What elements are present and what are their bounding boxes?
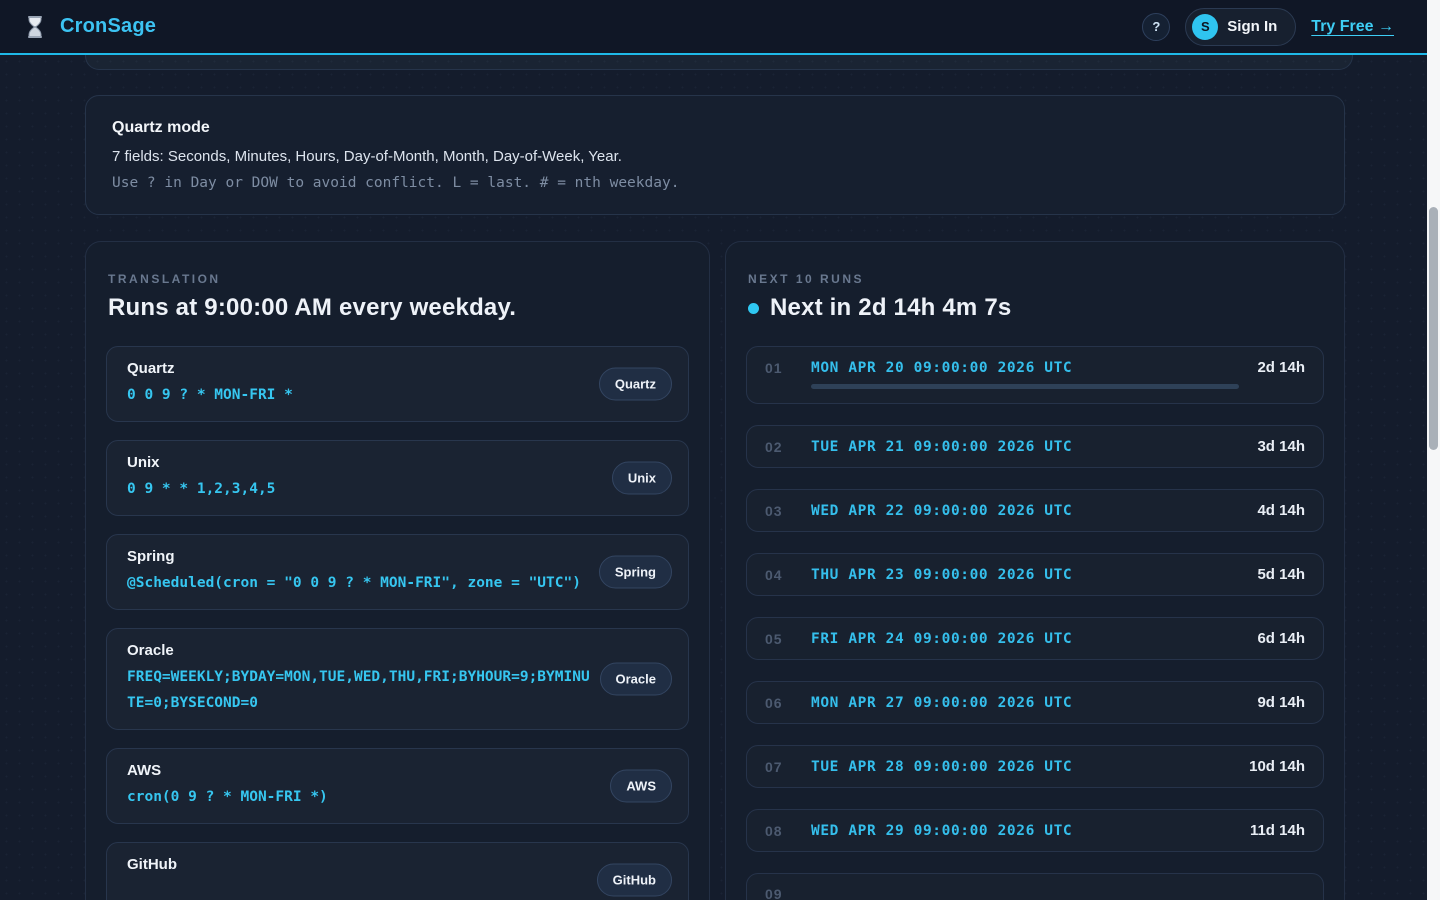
format-badge-button[interactable]: GitHub [596, 863, 672, 896]
next-runs-headline: Next in 2d 14h 4m 7s [748, 294, 1324, 322]
run-index: 05 [765, 630, 783, 647]
format-card: Quartz 0 0 9 ? * MON-FRI * Quartz [106, 346, 689, 422]
format-expression: 0 0 9 ? * MON-FRI * [127, 387, 293, 403]
run-datetime: THU APR 23 09:00:00 2026 UTC [811, 566, 1073, 583]
note-title: Quartz mode [112, 119, 210, 136]
format-name: GitHub [127, 856, 177, 873]
run-countdown: 11d 14h [1249, 822, 1305, 839]
translation-headline-text: Runs at 9:00:00 AM every weekday. [108, 294, 517, 321]
run-countdown: 6d 14h [1257, 630, 1305, 647]
nav-actions: ? S Sign In Try Free → [1142, 7, 1394, 46]
run-index: 02 [765, 438, 783, 455]
next-runs-label: NEXT 10 RUNS [748, 272, 865, 286]
format-card: GitHub GitHub [106, 842, 689, 900]
brand[interactable]: CronSage [22, 14, 156, 40]
scrollbar-thumb[interactable] [1429, 207, 1438, 450]
run-list: 01 MON APR 20 09:00:00 2026 UTC 2d 14h 0… [746, 346, 1324, 900]
clipped-top-card [85, 55, 1353, 70]
signin-label: Sign In [1227, 18, 1278, 35]
format-name: Spring [127, 548, 175, 565]
format-name: Unix [127, 454, 160, 471]
format-badge-button[interactable]: Oracle [599, 662, 672, 696]
scrollbar-track[interactable] [1427, 0, 1440, 900]
run-row: 01 MON APR 20 09:00:00 2026 UTC 2d 14h [746, 346, 1324, 404]
run-countdown: 5d 14h [1257, 566, 1305, 583]
help-button[interactable]: ? [1142, 12, 1171, 41]
run-index: 01 [765, 359, 783, 376]
run-datetime: WED APR 22 09:00:00 2026 UTC [811, 502, 1073, 519]
run-index: 09 [765, 886, 783, 900]
run-datetime: TUE APR 21 09:00:00 2026 UTC [811, 438, 1073, 455]
format-badge-button[interactable]: Spring [598, 555, 672, 589]
run-datetime: FRI APR 24 09:00:00 2026 UTC [811, 630, 1073, 647]
next-runs-panel: NEXT 10 RUNS Next in 2d 14h 4m 7s 01 MON… [725, 241, 1345, 900]
translation-label: TRANSLATION [108, 272, 221, 286]
format-card: Oracle FREQ=WEEKLY;BYDAY=MON,TUE,WED,THU… [106, 628, 689, 730]
quartz-mode-note: Quartz mode 7 fields: Seconds, Minutes, … [85, 95, 1345, 215]
run-countdown: 10d 14h [1249, 758, 1305, 775]
format-card: Spring @Scheduled(cron = "0 0 9 ? * MON-… [106, 534, 689, 610]
note-hint-line: Use ? in Day or DOW to avoid conflict. L… [112, 175, 680, 191]
run-row: 05 FRI APR 24 09:00:00 2026 UTC 6d 14h [746, 617, 1324, 660]
format-badge-button[interactable]: Quartz [598, 367, 672, 401]
run-index: 08 [765, 822, 783, 839]
run-datetime: MON APR 27 09:00:00 2026 UTC [811, 694, 1073, 711]
page-content: Quartz mode 7 fields: Seconds, Minutes, … [85, 55, 1353, 900]
format-name: Oracle [127, 642, 174, 659]
format-expression: 0 9 * * 1,2,3,4,5 [127, 481, 276, 497]
run-countdown: 9d 14h [1257, 694, 1305, 711]
run-row: 09 [746, 873, 1324, 900]
run-index: 07 [765, 758, 783, 775]
run-index: 04 [765, 566, 783, 583]
format-badge-button[interactable]: Unix [611, 461, 672, 495]
translation-headline: Runs at 9:00:00 AM every weekday. [108, 294, 689, 322]
format-name: AWS [127, 762, 162, 779]
run-countdown: 3d 14h [1257, 438, 1305, 455]
try-free-link[interactable]: Try Free → [1311, 17, 1394, 35]
run-datetime: WED APR 29 09:00:00 2026 UTC [811, 822, 1073, 839]
run-row: 04 THU APR 23 09:00:00 2026 UTC 5d 14h [746, 553, 1324, 596]
live-dot-icon [748, 302, 759, 314]
format-card: AWS cron(0 9 ? * MON-FRI *) AWS [106, 748, 689, 824]
format-badge-button[interactable]: AWS [610, 769, 672, 803]
top-navbar: CronSage ? S Sign In Try Free → [0, 0, 1440, 55]
run-countdown: 2d 14h [1257, 359, 1305, 376]
run-datetime: MON APR 20 09:00:00 2026 UTC [811, 359, 1073, 376]
brand-name: CronSage [60, 15, 157, 37]
run-index: 03 [765, 502, 783, 519]
format-name: Quartz [127, 360, 175, 377]
translation-panel: TRANSLATION Runs at 9:00:00 AM every wee… [85, 241, 710, 900]
signin-button[interactable]: S Sign In [1185, 7, 1297, 46]
format-expression: FREQ=WEEKLY;BYDAY=MON,TUE,WED,THU,FRI;BY… [127, 669, 590, 711]
signin-avatar: S [1192, 13, 1219, 40]
next-runs-headline-text: Next in 2d 14h 4m 7s [770, 294, 1012, 321]
run-row: 02 TUE APR 21 09:00:00 2026 UTC 3d 14h [746, 425, 1324, 468]
run-progress-bar [811, 384, 1240, 389]
run-row: 03 WED APR 22 09:00:00 2026 UTC 4d 14h [746, 489, 1324, 532]
format-list: Quartz 0 0 9 ? * MON-FRI * Quartz Unix 0… [106, 346, 689, 900]
format-expression: @Scheduled(cron = "0 0 9 ? * MON-FRI", z… [127, 575, 581, 591]
run-index: 06 [765, 694, 783, 711]
format-expression: cron(0 9 ? * MON-FRI *) [127, 789, 328, 805]
panels-row: TRANSLATION Runs at 9:00:00 AM every wee… [85, 241, 1345, 900]
run-countdown: 4d 14h [1257, 502, 1305, 519]
run-row: 07 TUE APR 28 09:00:00 2026 UTC 10d 14h [746, 745, 1324, 788]
hourglass-logo-icon [22, 14, 48, 40]
note-fields-line: 7 fields: Seconds, Minutes, Hours, Day-o… [112, 148, 622, 165]
run-row: 06 MON APR 27 09:00:00 2026 UTC 9d 14h [746, 681, 1324, 724]
run-row: 08 WED APR 29 09:00:00 2026 UTC 11d 14h [746, 809, 1324, 852]
run-datetime: TUE APR 28 09:00:00 2026 UTC [811, 758, 1073, 775]
format-card: Unix 0 9 * * 1,2,3,4,5 Unix [106, 440, 689, 516]
